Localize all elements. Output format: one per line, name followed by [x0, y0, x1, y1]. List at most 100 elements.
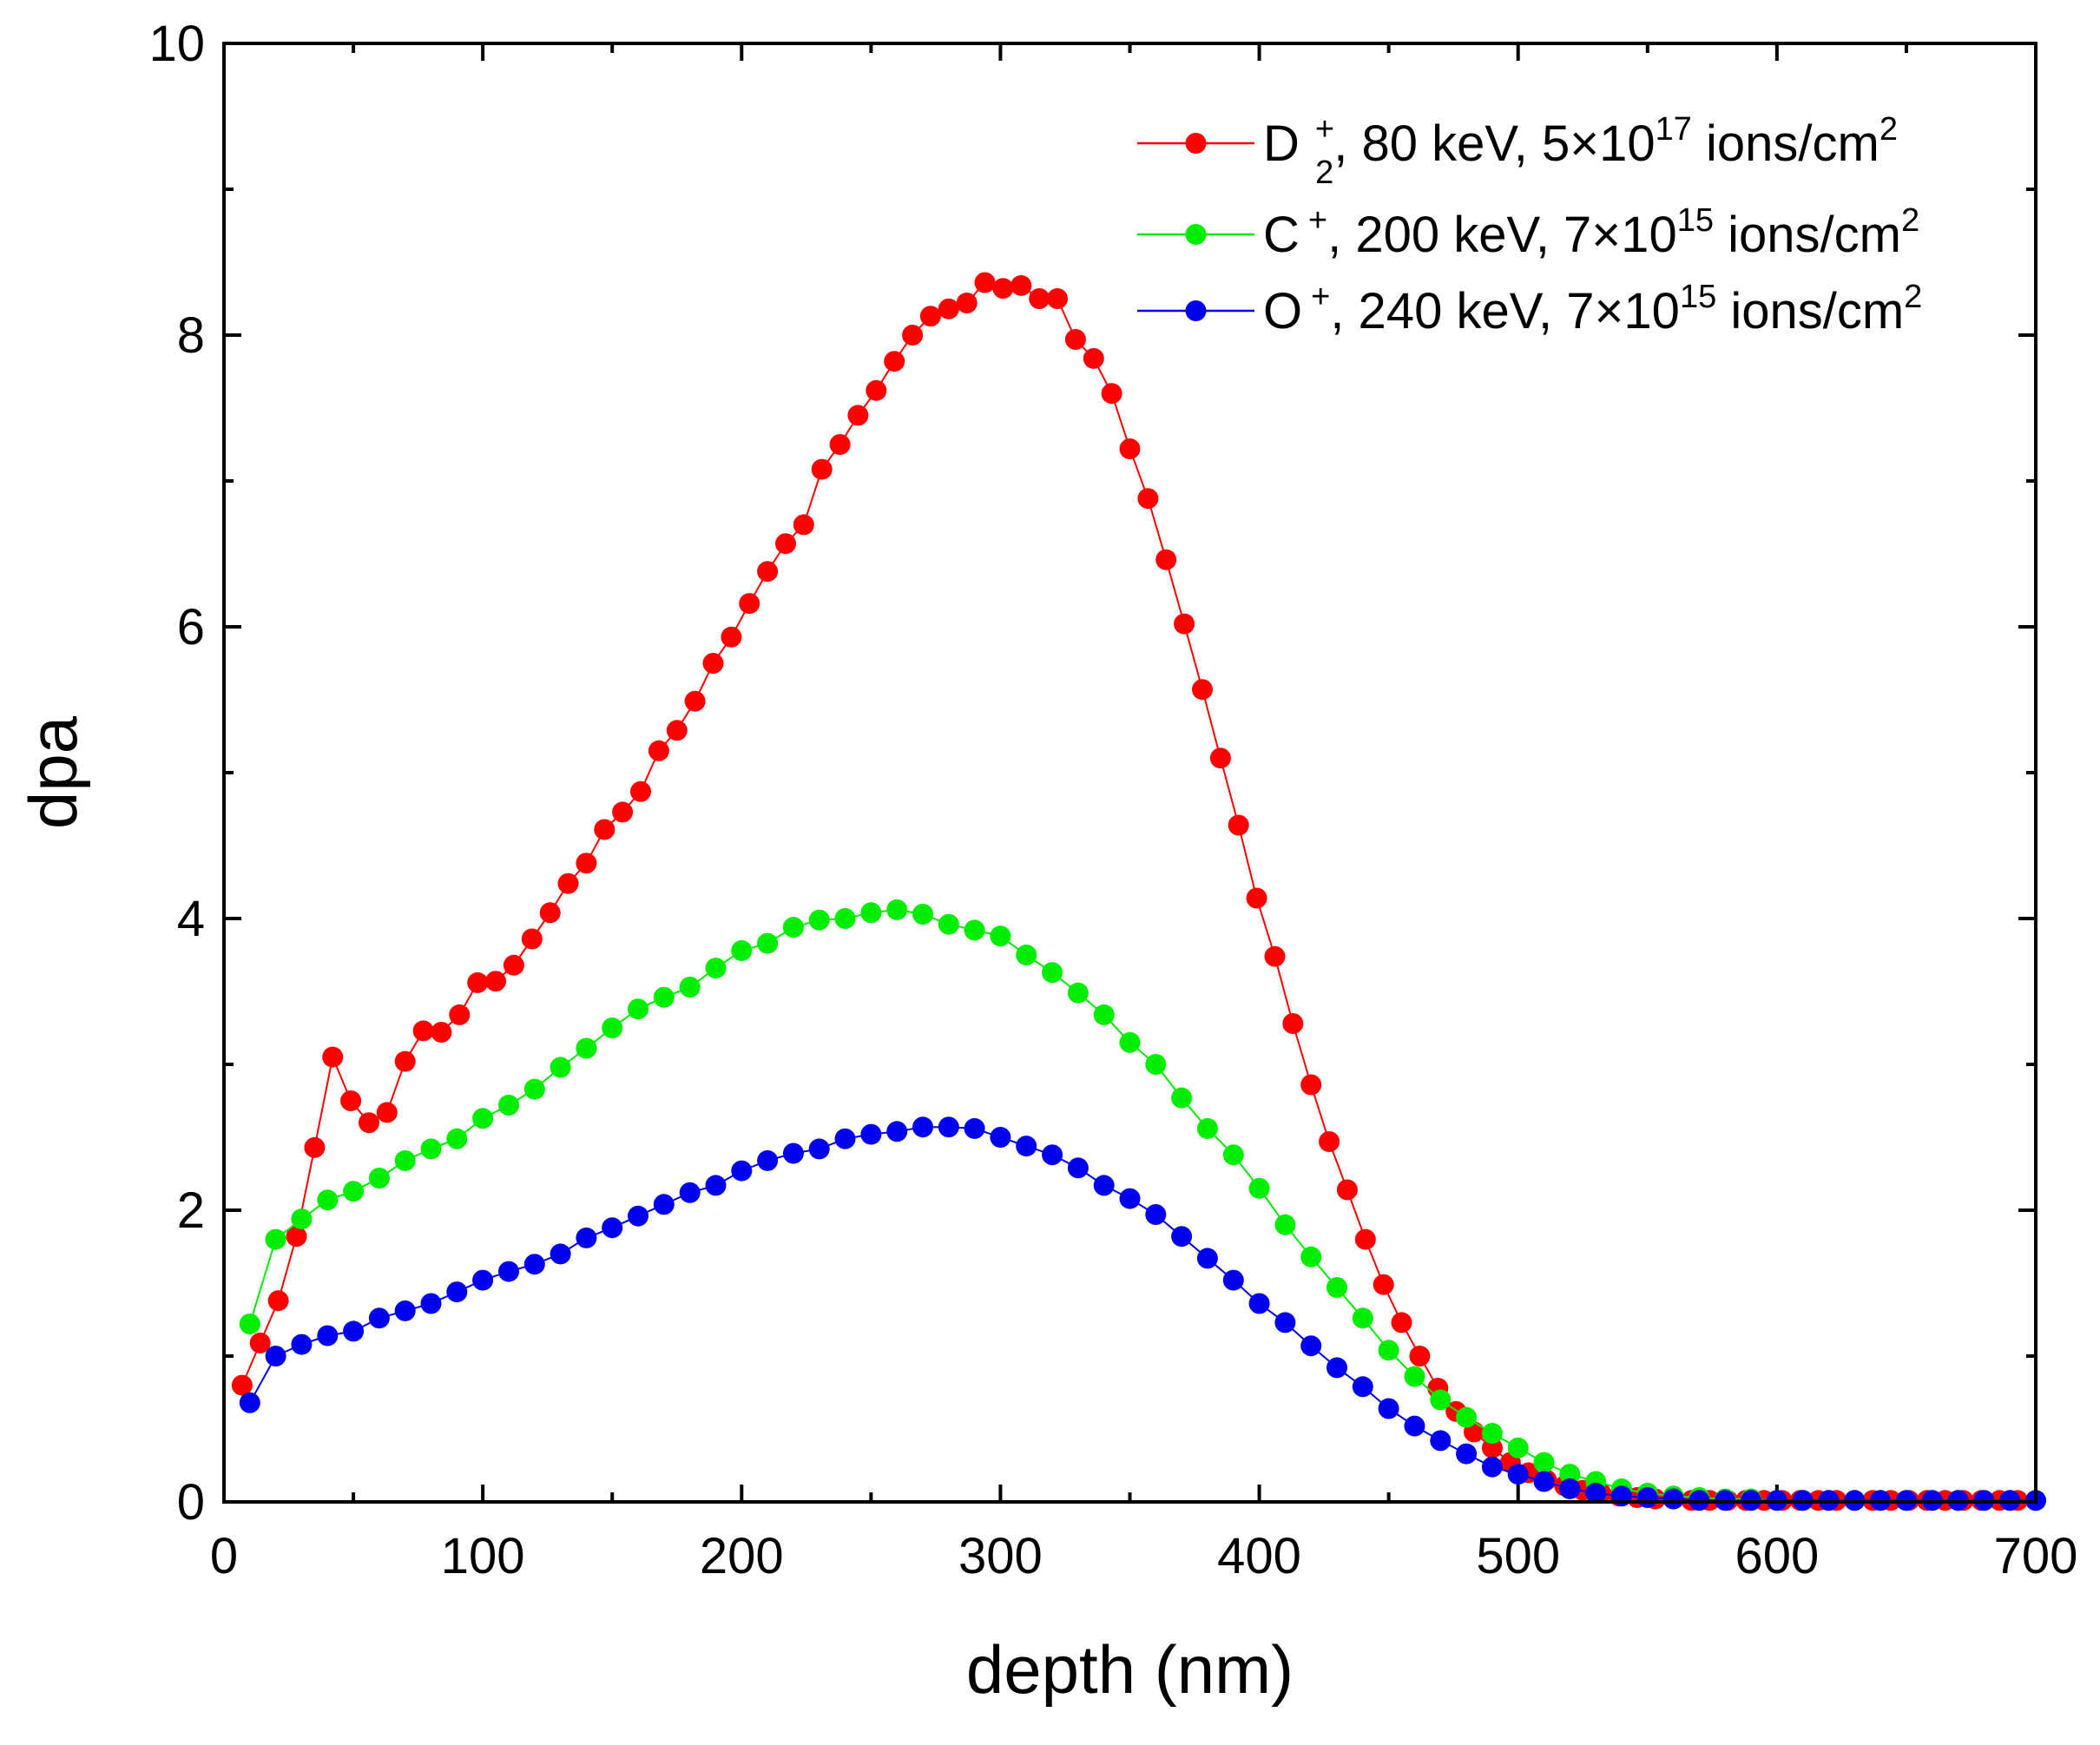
data-point — [956, 293, 978, 313]
legend-item: C +, 200 keV, 7×1015 ions/cm2 — [1137, 202, 1919, 263]
data-point — [1409, 1346, 1431, 1366]
data-point — [1430, 1430, 1452, 1452]
data-point — [368, 1168, 390, 1189]
legend-item: O +, 240 keV, 7×1015 ions/cm2 — [1137, 279, 1922, 339]
data-point — [653, 986, 675, 1008]
data-point — [1083, 347, 1104, 369]
data-point — [990, 925, 1011, 947]
data-point — [503, 954, 524, 976]
data-point — [811, 458, 833, 480]
y-tick-label: 10 — [148, 16, 205, 72]
data-point — [1300, 1074, 1322, 1096]
data-point — [550, 1057, 571, 1078]
y-tick-label: 8 — [177, 307, 205, 364]
data-point — [394, 1300, 416, 1321]
data-point — [340, 1090, 362, 1111]
data-point — [521, 928, 543, 950]
data-point — [992, 278, 1014, 300]
data-point — [684, 690, 706, 712]
series-line — [240, 281, 2018, 1502]
data-point — [1155, 549, 1177, 570]
data-point — [1430, 1389, 1452, 1411]
data-point — [1456, 1443, 1478, 1465]
legend-label: D +2, 80 keV, 5×1017 ions/cm2 — [1263, 111, 1898, 191]
data-point — [498, 1095, 519, 1116]
data-point — [1222, 1144, 1244, 1166]
data-point — [449, 1004, 471, 1025]
data-point — [1636, 1487, 1658, 1508]
data-point — [467, 971, 489, 993]
data-point — [1264, 945, 1286, 967]
data-point — [602, 1217, 623, 1239]
data-point — [1336, 1179, 1358, 1201]
data-point — [1042, 1144, 1063, 1166]
data-point — [239, 1314, 260, 1334]
series-0 — [231, 272, 2029, 1511]
x-tick-label: 100 — [441, 1528, 525, 1584]
data-point — [721, 626, 742, 648]
data-point — [239, 1392, 260, 1413]
data-point — [359, 1112, 379, 1134]
data-point — [860, 902, 882, 924]
data-point — [1378, 1398, 1399, 1419]
data-point — [1093, 1004, 1115, 1025]
data-point — [775, 533, 796, 555]
data-point — [1326, 1357, 1347, 1379]
data-point — [938, 913, 959, 935]
data-point — [1016, 945, 1037, 965]
data-point — [1391, 1312, 1412, 1333]
data-point — [612, 801, 634, 823]
data-point — [472, 1108, 494, 1129]
data-point — [679, 977, 701, 998]
data-point — [938, 298, 959, 319]
data-point — [265, 1346, 286, 1366]
legend-marker — [1185, 133, 1207, 154]
data-point — [1326, 1277, 1347, 1298]
data-point — [472, 1269, 494, 1291]
data-point — [938, 1116, 959, 1138]
data-point — [343, 1320, 365, 1342]
data-point — [1067, 1157, 1089, 1179]
data-point — [1662, 1488, 1684, 1510]
data-point — [485, 971, 506, 992]
data-point — [550, 1243, 571, 1265]
data-point — [793, 514, 814, 536]
data-point — [376, 1102, 398, 1123]
data-point — [705, 1175, 727, 1196]
data-point — [1533, 1471, 1555, 1492]
data-point — [231, 1374, 253, 1396]
data-point — [1352, 1307, 1373, 1329]
data-point — [446, 1128, 468, 1149]
data-point — [412, 1020, 434, 1042]
data-point — [757, 561, 779, 583]
data-point — [1192, 679, 1213, 701]
data-point — [286, 1226, 307, 1248]
data-point — [431, 1022, 452, 1043]
data-point — [705, 958, 727, 979]
data-point — [1507, 1437, 1529, 1459]
legend-marker — [1185, 224, 1207, 245]
data-point — [628, 998, 648, 1020]
data-point — [834, 1128, 856, 1149]
data-point — [265, 1228, 286, 1250]
data-point — [317, 1325, 339, 1347]
data-point — [576, 853, 597, 874]
data-point — [1248, 1177, 1270, 1199]
x-tick-label: 300 — [958, 1528, 1043, 1584]
data-point — [1404, 1366, 1425, 1387]
data-point — [964, 1117, 985, 1139]
data-point — [808, 909, 830, 931]
data-point — [1481, 1456, 1503, 1478]
data-point — [291, 1333, 313, 1355]
data-point — [1029, 288, 1050, 309]
legend-label: O +, 240 keV, 7×1015 ions/cm2 — [1263, 279, 1922, 339]
data-point — [557, 872, 579, 894]
data-point — [1404, 1415, 1425, 1437]
data-point — [594, 819, 616, 840]
data-point — [1378, 1340, 1399, 1361]
data-point — [1274, 1214, 1296, 1235]
data-point — [1209, 747, 1231, 769]
data-point — [886, 899, 908, 920]
data-point — [498, 1261, 519, 1282]
legend-label: C +, 200 keV, 7×1015 ions/cm2 — [1263, 202, 1919, 263]
